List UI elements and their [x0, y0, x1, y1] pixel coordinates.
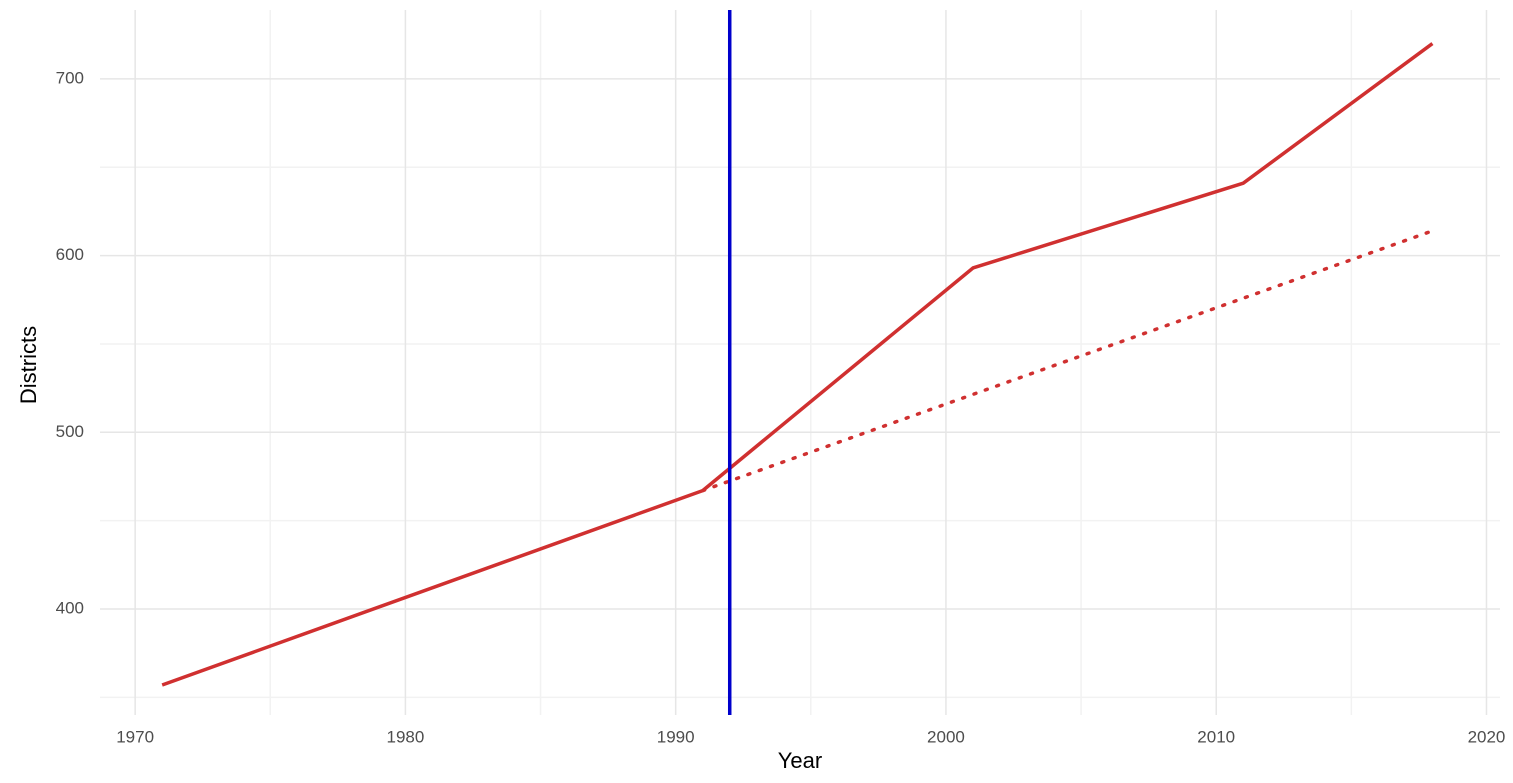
y-tick-label: 500: [56, 422, 84, 441]
x-tick-label: 2020: [1468, 727, 1506, 746]
y-tick-label: 400: [56, 598, 84, 617]
y-axis-title: Districts: [16, 326, 41, 404]
y-tick-label: 600: [56, 245, 84, 264]
x-tick-label: 1970: [116, 727, 154, 746]
x-tick-label: 1990: [657, 727, 695, 746]
x-tick-label: 1980: [386, 727, 424, 746]
x-tick-label: 2000: [927, 727, 965, 746]
x-axis-title: Year: [778, 748, 822, 773]
y-tick-label: 700: [56, 68, 84, 87]
data-line: [700, 229, 1435, 493]
data-line: [161, 42, 1434, 687]
x-tick-label: 2010: [1197, 727, 1235, 746]
